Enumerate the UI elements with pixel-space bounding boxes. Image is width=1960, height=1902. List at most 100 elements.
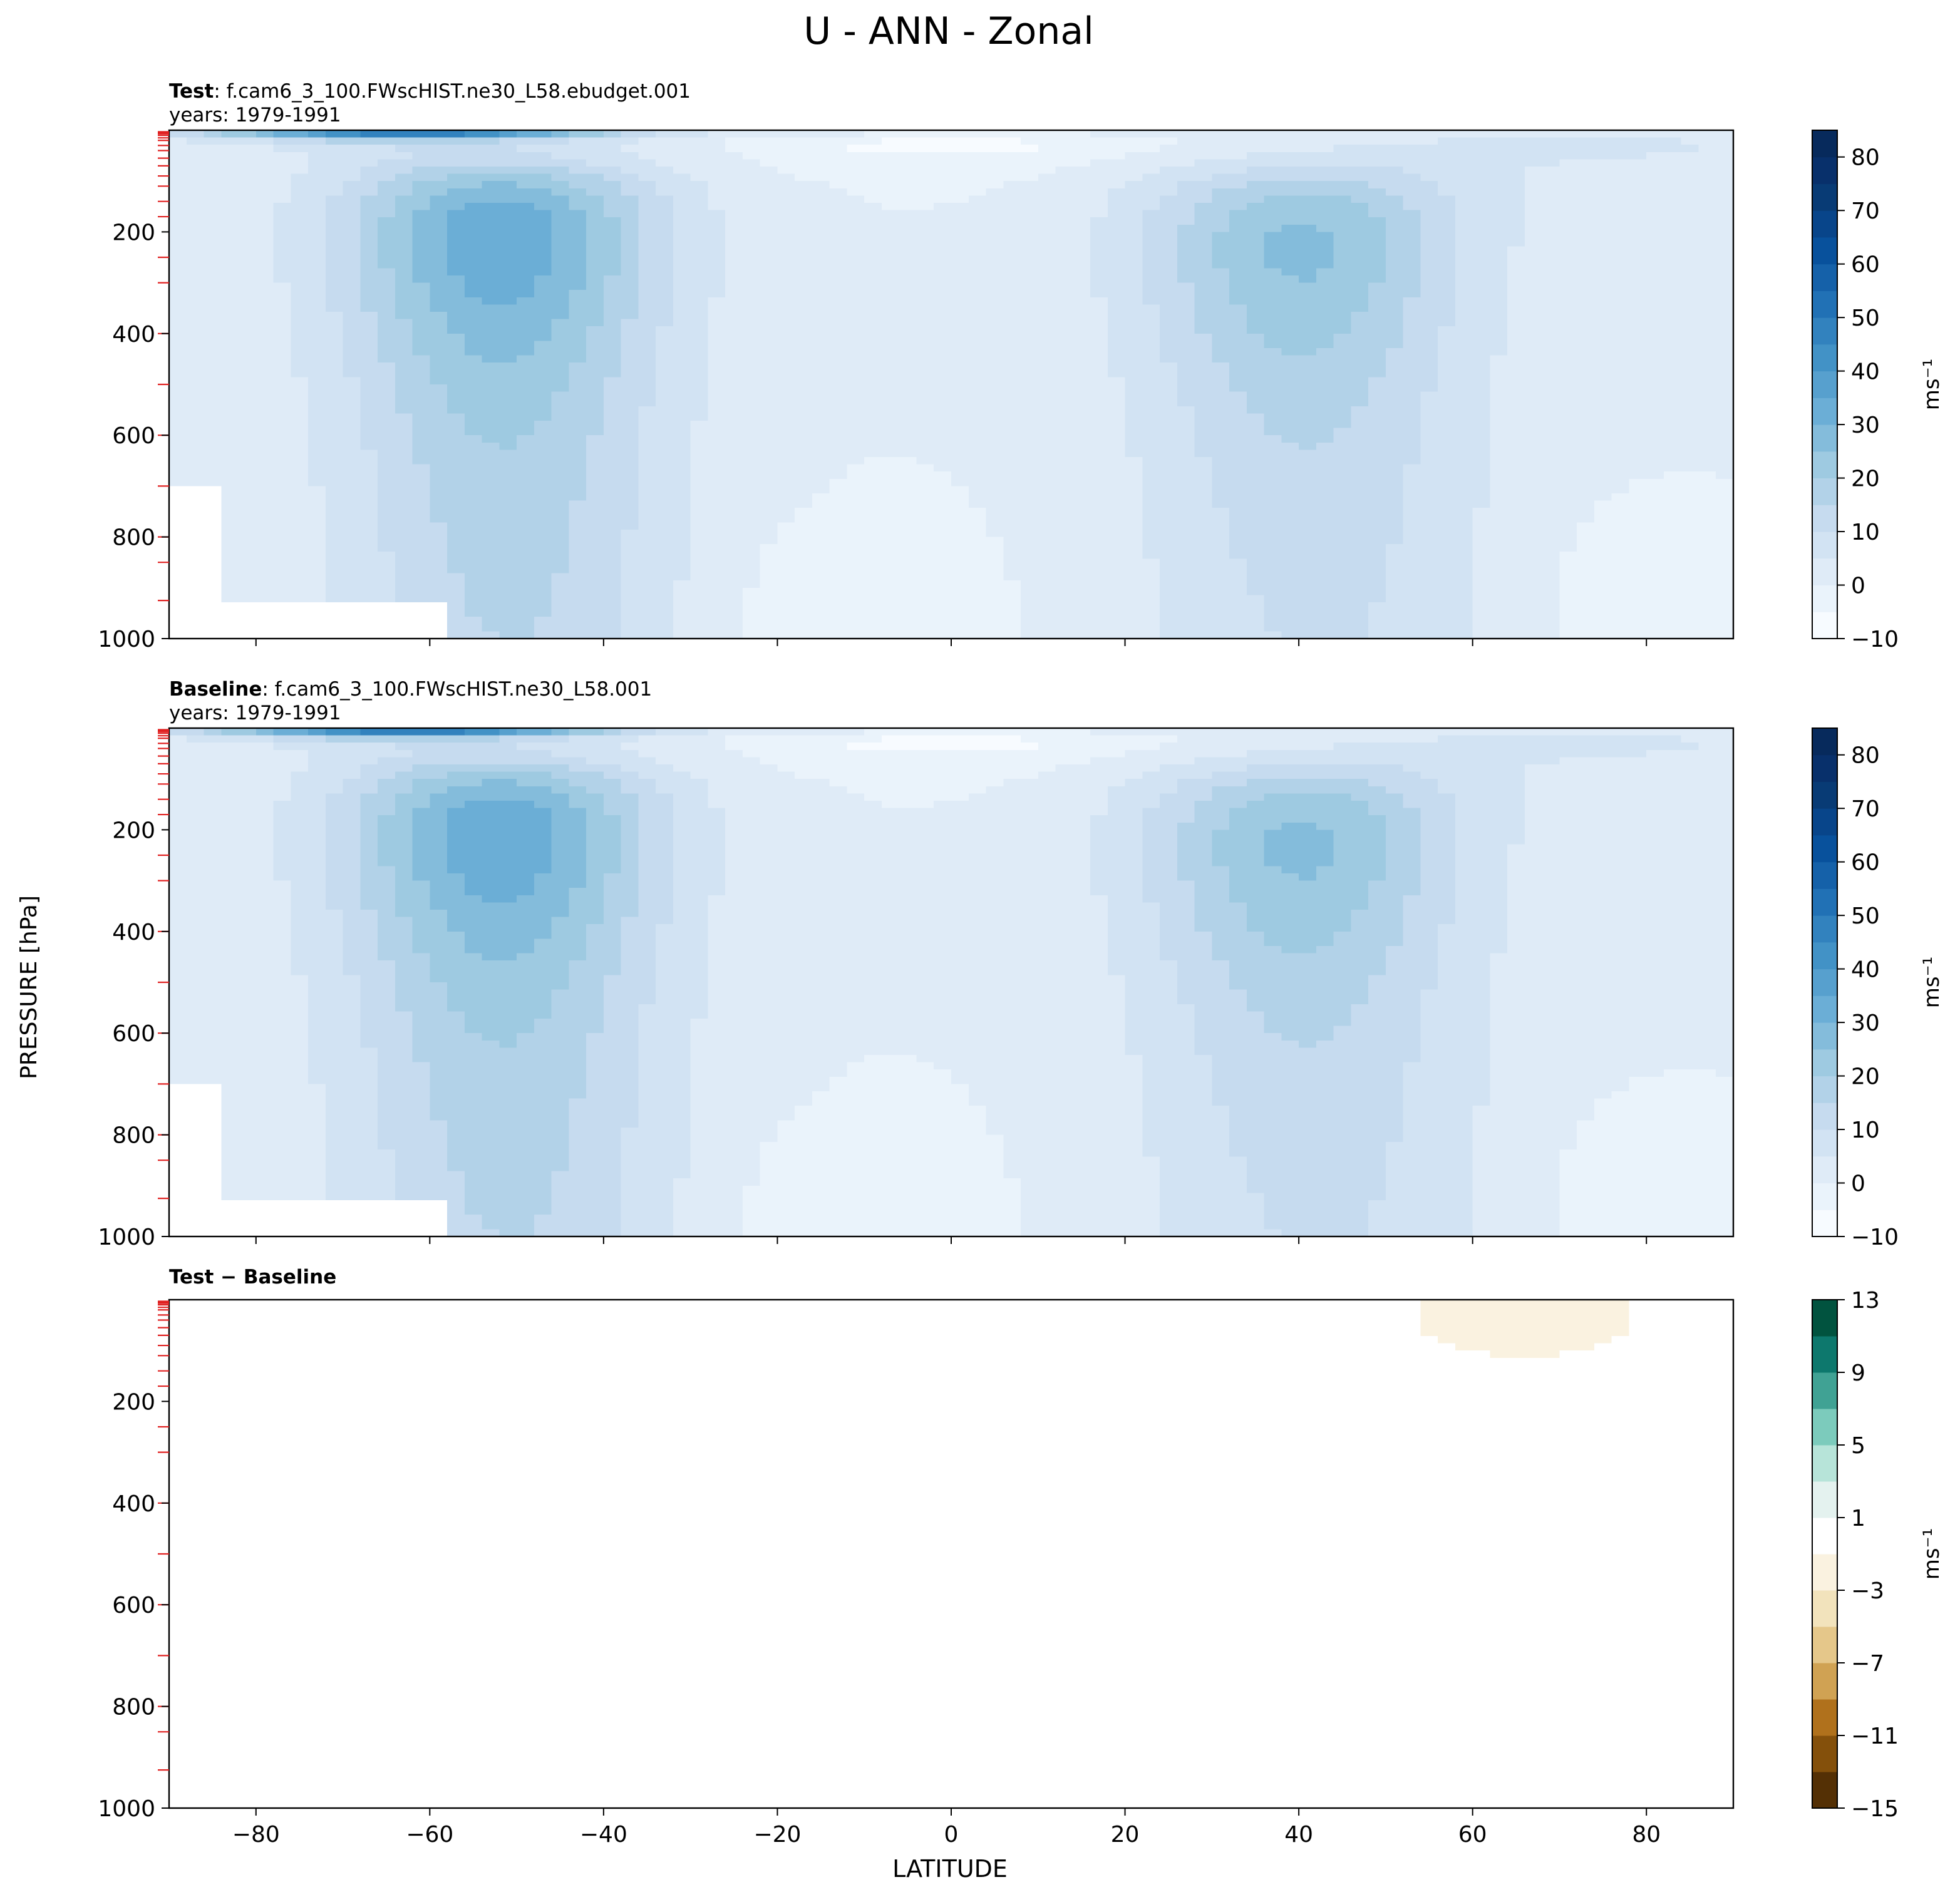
- field-cell: [690, 348, 709, 356]
- field-cell: [586, 508, 604, 516]
- field-cell: [1368, 203, 1386, 211]
- field-cell: [551, 181, 569, 189]
- field-cell: [899, 493, 917, 501]
- field-cell: [656, 246, 674, 254]
- field-cell: [255, 478, 274, 486]
- field-cell: [742, 617, 761, 625]
- field-cell: [638, 254, 656, 262]
- field-cell: [1264, 551, 1282, 559]
- field-cell: [273, 137, 291, 145]
- field-cell: [812, 341, 830, 349]
- field-cell: [308, 137, 326, 145]
- field-cell: [1299, 457, 1317, 465]
- field-cell: [881, 232, 900, 240]
- field-cell: [1125, 275, 1143, 284]
- field-cell: [638, 530, 656, 538]
- field-cell: [603, 181, 622, 189]
- field-cell: [603, 232, 622, 240]
- field-cell: [638, 617, 656, 625]
- field-cell: [186, 486, 205, 494]
- field-cell: [777, 232, 795, 240]
- field-cell: [464, 246, 483, 254]
- field-cell: [1212, 159, 1230, 167]
- field-cell: [1246, 486, 1265, 494]
- field-cell: [742, 384, 761, 393]
- field-cell: [1368, 224, 1386, 232]
- field-cell: [621, 587, 639, 595]
- field-cell: [708, 399, 726, 407]
- field-cell: [812, 195, 830, 203]
- field-cell: [760, 493, 778, 501]
- field-cell: [1125, 369, 1143, 378]
- field-cell: [986, 130, 1004, 138]
- field-cell: [951, 203, 969, 211]
- field-cell: [934, 152, 952, 160]
- field-cell: [291, 399, 309, 407]
- field-cell: [291, 297, 309, 305]
- field-cell: [517, 355, 535, 363]
- field-cell: [1055, 573, 1073, 581]
- field-cell: [534, 232, 552, 240]
- field-cell: [760, 486, 778, 494]
- field-cell: [186, 500, 205, 508]
- field-cell: [812, 173, 830, 182]
- field-cell: [1246, 493, 1265, 501]
- field-cell: [1107, 260, 1126, 269]
- field-cell: [291, 617, 309, 625]
- field-cell: [1090, 624, 1108, 632]
- field-cell: [221, 159, 239, 167]
- field-cell: [708, 602, 726, 610]
- field-cell: [1281, 195, 1299, 203]
- field-cell: [1299, 617, 1317, 625]
- field-cell: [1246, 203, 1265, 211]
- field-cell: [603, 493, 622, 501]
- field-cell: [221, 275, 239, 284]
- field-cell: [829, 478, 848, 486]
- field-cell: [1107, 232, 1126, 240]
- field-cell: [1021, 595, 1039, 603]
- field-cell: [499, 377, 517, 385]
- field-cell: [534, 290, 552, 298]
- field-cell: [951, 428, 969, 436]
- field-cell: [1021, 624, 1039, 632]
- field-cell: [447, 413, 465, 421]
- field-cell: [1368, 631, 1386, 639]
- field-cell: [534, 355, 552, 363]
- field-cell: [169, 246, 187, 254]
- field-cell: [725, 624, 743, 632]
- field-cell: [829, 246, 848, 254]
- field-cell: [934, 457, 952, 465]
- field-cell: [1316, 268, 1334, 276]
- field-cell: [1316, 362, 1334, 371]
- field-cell: [1194, 312, 1212, 320]
- field-cell: [829, 282, 848, 290]
- field-cell: [1073, 224, 1091, 232]
- field-cell: [412, 631, 430, 639]
- field-cell: [430, 558, 448, 567]
- field-cell: [725, 493, 743, 501]
- field-cell: [1055, 333, 1073, 341]
- field-cell: [447, 319, 465, 327]
- field-cell: [951, 224, 969, 232]
- field-cell: [986, 304, 1004, 312]
- field-cell: [378, 486, 396, 494]
- field-cell: [1229, 464, 1247, 472]
- field-cell: [255, 624, 274, 632]
- field-cell: [325, 522, 344, 530]
- field-cell: [968, 159, 987, 167]
- field-cell: [586, 362, 604, 371]
- field-cell: [656, 167, 674, 175]
- field-cell: [603, 167, 622, 175]
- field-cell: [1125, 493, 1143, 501]
- field-cell: [1299, 406, 1317, 414]
- field-cell: [586, 435, 604, 443]
- field-cell: [239, 486, 257, 494]
- field-cell: [291, 195, 309, 203]
- field-cell: [1090, 232, 1108, 240]
- field-cell: [638, 239, 656, 247]
- field-cell: [308, 508, 326, 516]
- field-cell: [499, 406, 517, 414]
- field-cell: [603, 362, 622, 371]
- field-cell: [378, 558, 396, 567]
- field-cell: [812, 232, 830, 240]
